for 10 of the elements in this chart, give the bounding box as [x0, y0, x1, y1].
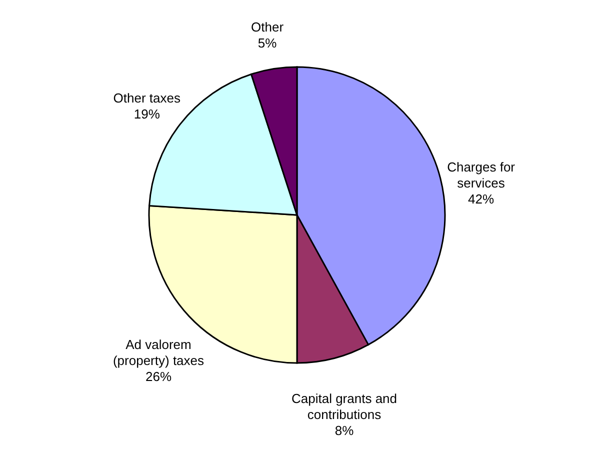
slice-label: Ad valorem (property) taxes	[112, 337, 205, 368]
data-label: 19%	[134, 106, 160, 122]
data-label: 26%	[145, 369, 172, 384]
slice-label: Charges for services	[447, 160, 516, 191]
data-label: 8%	[334, 423, 354, 438]
data-label: 42%	[468, 192, 494, 207]
data-label: 5%	[258, 35, 278, 50]
slice-label: Other taxes	[113, 90, 181, 106]
slice-label: Capital grants and contributions	[291, 391, 398, 422]
slice-label: Other	[251, 19, 284, 34]
